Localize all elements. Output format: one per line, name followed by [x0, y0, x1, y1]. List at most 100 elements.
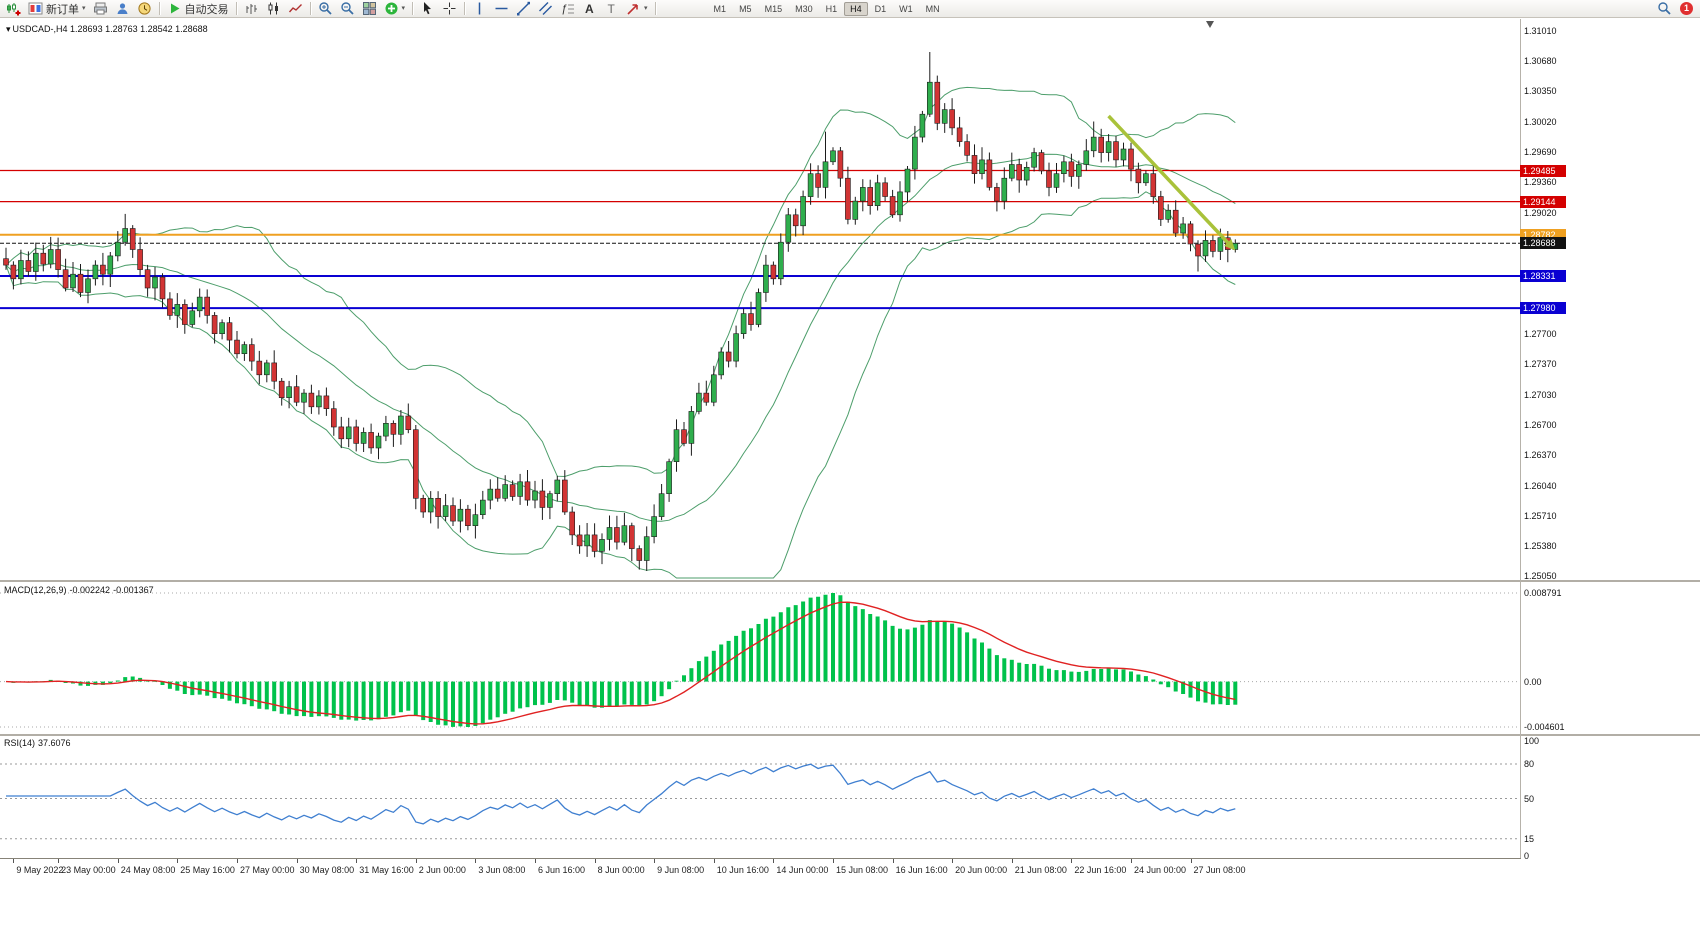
horizontal-lines[interactable]	[0, 169, 1520, 310]
chart-canvas[interactable]	[0, 19, 1700, 879]
time-tick	[1131, 859, 1132, 863]
macd-histogram	[11, 593, 1238, 727]
new-order-label: 新订单	[46, 3, 79, 16]
time-label: 27 May 00:00	[240, 865, 295, 875]
new-chart-icon	[7, 3, 21, 16]
time-label: 30 May 08:00	[299, 865, 355, 875]
fibonacci-icon: ƒ	[561, 3, 575, 15]
macd-name: MACD(12,26,9)	[4, 585, 67, 595]
pane-splitter[interactable]	[0, 734, 1700, 736]
time-label: 15 Jun 08:00	[836, 865, 889, 875]
time-axis: 9 May 2022 23 May 00:00 24 May 08:00 25 May…	[0, 858, 1521, 880]
time-label: 22 Jun 16:00	[1074, 865, 1127, 875]
search-button[interactable]	[1654, 1, 1675, 17]
fibonacci-button[interactable]: ƒ	[557, 1, 578, 17]
timeframe-h4[interactable]: H4	[844, 1, 868, 16]
zoom-in-button[interactable]	[315, 1, 336, 17]
vertical-line-button[interactable]	[469, 1, 490, 17]
time-label: 9 Jun 08:00	[657, 865, 705, 875]
timeframe-m5[interactable]: M5	[733, 2, 758, 16]
time-tick	[1190, 859, 1192, 863]
label-tool-button[interactable]: T	[601, 1, 622, 17]
symbol-ohlc-label: ▾ USDCAD-,H4 1.28693 1.28763 1.28542 1.28…	[6, 24, 208, 35]
macd-value-signal: -0.001367	[113, 585, 154, 595]
time-tick	[952, 859, 954, 863]
caret-icon: ▾	[401, 4, 406, 12]
toolbar: 新订单 ▾ 自动交易 ▾ ƒ A T ▾ M1 M5 M15 M30 H1 H4 D1 W1 MN…	[0, 0, 1700, 18]
bar-chart-button[interactable]	[241, 1, 262, 17]
time-label: 23 May 00:00	[61, 865, 116, 875]
toolbar-separator	[235, 2, 237, 15]
print-button[interactable]	[90, 1, 111, 17]
time-tick	[475, 859, 477, 863]
zoom-in-icon	[318, 2, 332, 15]
macd-value-main: -0.002242	[69, 585, 111, 595]
time-tick	[296, 859, 298, 863]
cursor-icon	[424, 2, 432, 15]
candles	[3, 52, 1239, 571]
time-tick	[58, 859, 60, 863]
candlestick-chart-button[interactable]	[263, 1, 284, 17]
chart-shift-marker[interactable]	[1206, 21, 1214, 28]
candlestick-icon	[268, 2, 278, 15]
timeframe-d1[interactable]: D1	[869, 2, 893, 16]
history-center-button[interactable]	[134, 1, 155, 17]
notification-badge[interactable]: 1	[1680, 2, 1693, 15]
profile-button[interactable]	[112, 1, 133, 17]
toolbar-separator	[158, 2, 160, 15]
pane-splitter[interactable]	[0, 580, 1700, 582]
crosshair-button[interactable]	[439, 1, 460, 17]
line-chart-icon	[288, 4, 302, 13]
vertical-line-icon	[478, 2, 481, 15]
new-chart-button[interactable]	[3, 1, 24, 17]
time-label: 25 May 16:00	[180, 865, 235, 875]
text-tool-icon: A	[585, 2, 594, 16]
horizontal-line-icon	[495, 7, 508, 10]
time-label: 24 May 08:00	[120, 865, 176, 875]
time-tick	[833, 859, 834, 863]
timeframe-mn[interactable]: MN	[920, 2, 946, 16]
time-tick	[713, 859, 715, 863]
time-label: 21 Jun 08:00	[1014, 865, 1067, 875]
one-click-trading-toggle[interactable]: ▾	[6, 24, 11, 34]
toolbar-separator	[464, 2, 466, 15]
arrows-tool-icon	[627, 4, 638, 15]
timeframe-w1[interactable]: W1	[893, 2, 919, 16]
line-chart-button[interactable]	[285, 1, 306, 17]
tile-windows-button[interactable]	[359, 1, 380, 17]
auto-trading-button[interactable]: 自动交易	[164, 1, 232, 17]
time-label: 8 Jun 00:00	[597, 865, 645, 875]
trend-arrow[interactable]	[1107, 114, 1236, 251]
channel-button[interactable]	[535, 1, 556, 17]
arrows-tool-button[interactable]: ▾	[623, 1, 651, 17]
cursor-button[interactable]	[417, 1, 438, 17]
timeframe-m1[interactable]: M1	[708, 2, 733, 16]
time-label: 14 Jun 00:00	[776, 865, 829, 875]
time-tick	[654, 859, 656, 863]
caret-icon: ▾	[644, 4, 648, 12]
time-tick	[415, 859, 417, 863]
time-label: 9 May 2022	[16, 865, 64, 875]
new-order-button[interactable]: 新订单 ▾	[25, 1, 89, 17]
rsi-grid	[0, 763, 1520, 840]
horizontal-line-button[interactable]	[491, 1, 512, 17]
time-label: 20 Jun 00:00	[955, 865, 1008, 875]
timeframe-m15[interactable]: M15	[759, 2, 789, 16]
time-tick	[594, 859, 596, 863]
toolbar-separator	[412, 2, 414, 15]
text-tool-button[interactable]: A	[579, 1, 600, 17]
trendline-button[interactable]	[513, 1, 534, 17]
printer-icon	[93, 2, 107, 15]
label-tool-icon: T	[608, 2, 616, 16]
time-tick	[1011, 859, 1013, 863]
trendline-icon	[517, 1, 531, 16]
timeframe-m30[interactable]: M30	[789, 2, 819, 16]
zoom-out-button[interactable]	[337, 1, 358, 17]
indicators-button[interactable]: ▾	[381, 1, 409, 17]
caret-icon: ▾	[82, 4, 86, 12]
rsi-value: 37.6076	[38, 738, 71, 748]
toolbar-separator	[309, 2, 311, 15]
timeframe-h1[interactable]: H1	[820, 2, 844, 16]
time-tick	[177, 859, 179, 863]
time-tick	[773, 859, 775, 863]
